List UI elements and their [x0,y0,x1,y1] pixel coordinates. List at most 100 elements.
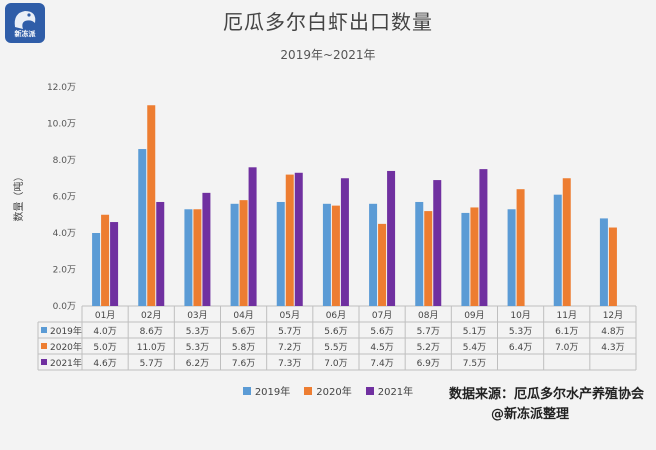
legend-label-2019: 2019年 [254,387,291,398]
data-label: 5.8万 [232,343,255,353]
legend-label-2021: 2021年 [377,387,414,398]
bar [147,105,156,306]
table-row-label: 2021年 [50,357,82,369]
data-label: 4.0万 [93,327,116,337]
bar [553,194,562,306]
table-row-swatch [41,359,47,365]
data-label: 5.7万 [417,327,440,337]
legend-swatch-2019 [242,386,251,395]
table-row-label: 2019年 [50,325,82,337]
y-tick-label: 6.0万 [53,193,76,203]
table-row-swatch [41,343,47,349]
bar [230,203,239,306]
data-label: 6.9万 [417,359,440,369]
legend-item-2020: 2020年 [304,383,352,398]
data-label: 4.5万 [370,343,393,353]
data-label: 7.5万 [463,359,486,369]
data-label: 5.1万 [463,327,486,337]
bar [378,223,387,306]
bar [276,201,285,306]
data-label: 6.2万 [186,359,209,369]
bar [285,174,294,306]
data-label: 5.6万 [370,327,393,337]
data-label: 5.6万 [324,327,347,337]
legend: 2019年 2020年 2021年 [0,383,656,398]
data-label: 4.6万 [93,359,116,369]
data-label: 5.3万 [186,327,209,337]
x-tick-label: 12月 [603,310,623,321]
x-tick-label: 07月 [372,310,392,321]
data-label: 7.2万 [278,343,301,353]
bar [599,218,608,306]
bar [202,192,211,306]
data-label: 8.6万 [140,327,163,337]
chart-subtitle: 2019年~2021年 [280,48,376,62]
data-label: 5.4万 [463,343,486,353]
y-tick-label: 0.0万 [53,302,76,312]
bar [193,209,202,306]
data-label: 5.6万 [232,327,255,337]
data-label: 5.7万 [278,327,301,337]
data-label: 7.0万 [324,359,347,369]
data-label: 5.3万 [186,343,209,353]
logo: 新冻派 [5,3,45,43]
legend-swatch-2021 [365,386,374,395]
data-label: 7.4万 [370,359,393,369]
data-label: 6.1万 [555,327,578,337]
bar [294,172,303,306]
data-label: 11.0万 [137,343,166,353]
legend-label-2020: 2020年 [316,387,352,398]
source-line-1: 数据来源：厄瓜多尔水产养殖协会 [448,387,644,402]
bar [340,178,349,306]
bar [248,167,257,306]
bar [470,207,479,306]
data-label: 6.4万 [509,343,532,353]
y-tick-label: 8.0万 [53,156,76,166]
y-tick-label: 2.0万 [53,266,76,276]
y-tick-label: 10.0万 [47,120,76,130]
data-label: 5.7万 [140,359,163,369]
bar [110,222,119,306]
x-tick-label: 05月 [280,310,300,321]
bar [239,200,248,306]
x-tick-label: 03月 [187,310,207,321]
bar [461,212,470,306]
bar [184,209,193,306]
bar [516,189,525,306]
bar [138,149,147,306]
data-label: 5.2万 [417,343,440,353]
x-tick-label: 09月 [464,310,484,321]
y-tick-label: 4.0万 [53,229,76,239]
data-label: 5.5万 [324,343,347,353]
bar [507,209,516,306]
x-tick-label: 02月 [141,310,161,321]
chart-title: 厄瓜多尔白虾出口数量 [223,10,433,34]
bar [562,178,571,306]
bar [156,201,165,306]
data-label: 7.0万 [555,343,578,353]
x-tick-label: 11月 [557,310,577,321]
bar [424,211,433,306]
bar [433,180,442,306]
shrimp-icon [14,11,36,29]
x-tick-label: 06月 [326,310,346,321]
data-label: 5.3万 [509,327,532,337]
bar [101,214,110,306]
x-tick-label: 01月 [95,310,115,321]
legend-item-2019: 2019年 [242,383,291,398]
bar [369,203,378,306]
x-tick-label: 04月 [233,310,253,321]
data-label: 7.6万 [232,359,255,369]
bar [479,169,488,306]
x-tick-label: 10月 [510,310,530,321]
bar [322,203,331,306]
data-label: 4.3万 [601,343,624,353]
data-label: 4.8万 [601,327,624,337]
y-tick-label: 12.0万 [47,83,76,93]
bar [415,201,424,306]
logo-text: 新冻派 [14,30,36,38]
bar [608,227,617,306]
data-source: 数据来源：厄瓜多尔水产养殖协会 @新冻派整理 [449,385,644,425]
table-row-swatch [41,327,47,333]
